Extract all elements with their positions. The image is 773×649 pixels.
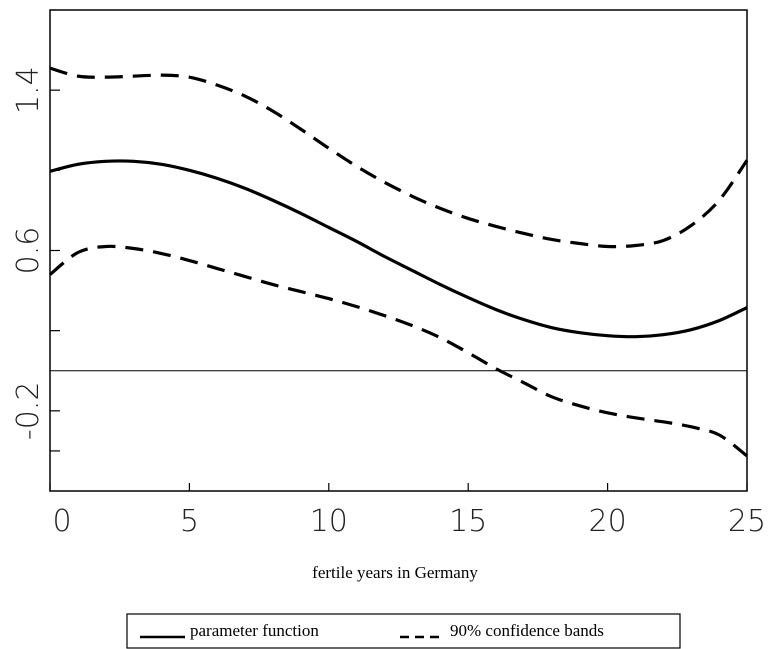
x-tick-label: 25: [728, 504, 766, 539]
legend-label: 90% confidence bands: [450, 621, 604, 640]
legend-label: parameter function: [190, 621, 319, 640]
x-tick-label: 15: [449, 504, 487, 539]
x-tick-label: 0: [52, 504, 71, 539]
line-values: [49, 159, 748, 339]
y-tick-label: -0.2: [11, 382, 46, 441]
x-tick-label: 5: [180, 504, 199, 539]
x-axis-label: fertile years in Germany: [312, 563, 478, 582]
x-tick-label: 10: [310, 504, 348, 539]
y-tick-label: 1.4: [11, 66, 46, 114]
x-tick-label: 20: [589, 504, 627, 539]
line-upper: [49, 66, 749, 249]
line-lower: [48, 244, 748, 458]
y-tick-label: 0.6: [11, 227, 46, 275]
legend-box: [126, 613, 681, 649]
